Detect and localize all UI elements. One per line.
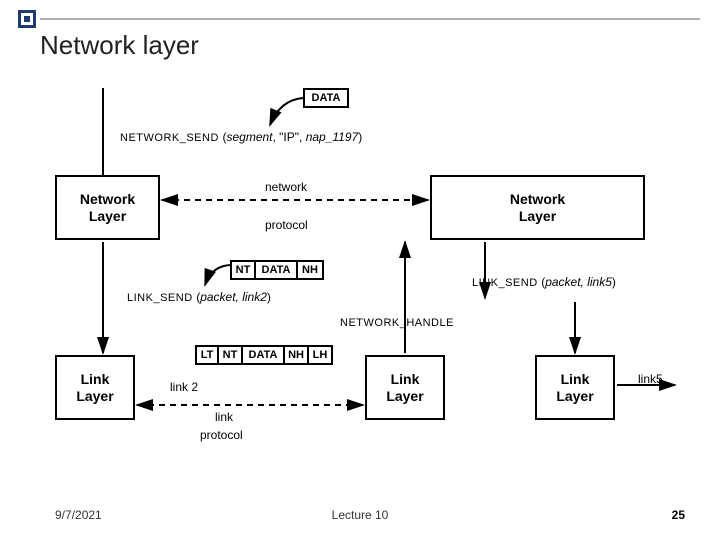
node-link_mid: LinkLayer: [365, 355, 445, 420]
title-bullet-icon: [18, 10, 36, 28]
label-l_network: network: [265, 180, 307, 194]
label-l_nethandle: NETWORK_HANDLE: [340, 315, 454, 329]
label-l_linksend2: LINK_SEND (packet, link5): [472, 275, 616, 289]
label-l_netsend: NETWORK_SEND (segment, "IP", nap_1197): [120, 130, 362, 144]
packet-pkt_data: DATA: [303, 88, 349, 108]
node-link_right: LinkLayer: [535, 355, 615, 420]
packet-pkt_ntdata: NTDATANH: [230, 260, 324, 280]
edge-e_data_curve: [270, 98, 303, 125]
node-link_left: LinkLayer: [55, 355, 135, 420]
slide-title: Network layer: [40, 30, 199, 61]
footer-lecture: Lecture 10: [0, 508, 720, 522]
edge-e_ntdata_curve: [205, 265, 232, 285]
footer-page-number: 25: [672, 508, 685, 522]
node-net_right: NetworkLayer: [430, 175, 645, 240]
label-l_linksend1: LINK_SEND (packet, link2): [127, 290, 271, 304]
title-rule: [40, 18, 700, 20]
label-l_link5: link5: [638, 372, 663, 386]
packet-pkt_ltnt: LTNTDATANHLH: [195, 345, 333, 365]
label-l_link: link: [215, 410, 233, 424]
slide: Network layer NetworkLayer NetworkLayer Li…: [0, 0, 720, 540]
network-diagram: NetworkLayer NetworkLayer LinkLayer LinkLay…: [40, 70, 680, 490]
label-l_protocol1: protocol: [265, 218, 308, 232]
node-net_left: NetworkLayer: [55, 175, 160, 240]
label-l_link2: link 2: [170, 380, 198, 394]
label-l_protocol2: protocol: [200, 428, 243, 442]
